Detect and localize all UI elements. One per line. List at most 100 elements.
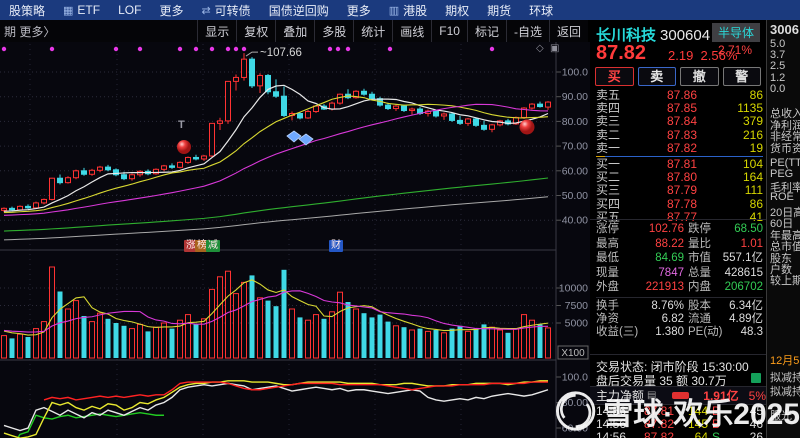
tick-row: 14:56 87.82 145 B 46: [596, 417, 763, 432]
flow-bar: [672, 392, 690, 399]
order-book: 卖五 87.86 86 卖四 87.85 1135 卖三 87.84 379 卖二 87.83 216…: [596, 88, 763, 224]
red-ball-marker-icon: [519, 119, 535, 135]
diamond-marker-icon[interactable]: ◇: [536, 43, 544, 54]
svg-text:90.00: 90.00: [562, 91, 588, 103]
order-book-row[interactable]: 买五 87.77 41: [596, 209, 763, 224]
quote-panel: 长川科技300604R500 半导体 2.71% 87.82 2.19 2.56…: [590, 20, 766, 438]
after-hours-icon: [751, 373, 761, 383]
tick-list: 14:56 87.81 144 B 45 14:56 87.82 145 B 46 14:56 87.…: [596, 404, 763, 438]
menu-icon: ▥: [388, 4, 400, 17]
order-book-row[interactable]: 卖三 87.84 379: [596, 114, 763, 129]
menu-item-LOF[interactable]: LOF: [118, 3, 142, 17]
toolbar-button-统计[interactable]: 统计: [353, 20, 392, 42]
toolbar-button-F10[interactable]: F10: [431, 20, 467, 42]
side-column-row: 总收入: [770, 108, 800, 120]
menu-item-期货[interactable]: 期货: [487, 3, 512, 18]
svg-text:80.00: 80.00: [562, 397, 588, 409]
chart-toolbar: 期 更多〉 显示 复权 叠加 多股 统计 画线 F10 标记 -自选 返回: [0, 20, 588, 43]
svg-text:60.00: 60.00: [562, 423, 588, 435]
last-price: 87.82: [596, 42, 647, 64]
svg-text:X100: X100: [561, 348, 585, 359]
trade-button-买[interactable]: 买: [595, 67, 634, 86]
price-change: 2.19: [668, 48, 694, 63]
order-book-row[interactable]: 卖二 87.83 216: [596, 127, 763, 142]
menu-item-国债逆回购[interactable]: 国债逆回购: [268, 3, 329, 18]
menu-item-可转债[interactable]: ⇄ 可转债: [201, 3, 251, 18]
toolbar-button--自选[interactable]: -自选: [505, 20, 549, 42]
trade-button-卖[interactable]: 卖: [637, 67, 676, 86]
svg-text:80.00: 80.00: [562, 116, 588, 128]
svg-text:50.00: 50.00: [562, 190, 588, 202]
side-column-row: 户数: [770, 264, 792, 276]
toolbar-button-画线[interactable]: 画线: [392, 20, 431, 42]
stock-name[interactable]: 长川科技: [596, 27, 657, 44]
side-column-row: 拟减持: [770, 372, 800, 384]
window-icon[interactable]: ▣: [550, 43, 560, 54]
order-book-divider: [596, 155, 763, 158]
stats-grid: 涨停 102.76 跌停 68.50 最高 88.22 量比 1.01 最低 84.69 市值 557…: [596, 222, 763, 339]
svg-text:40.00: 40.00: [562, 215, 588, 227]
after-hours-volume: 盘后交易量 35 额 30.7万: [596, 372, 763, 389]
toolbar-button-多股[interactable]: 多股: [314, 20, 353, 42]
side-column-row: 3006: [770, 22, 799, 37]
menu-item-期权[interactable]: 期权: [445, 3, 470, 18]
order-book-row[interactable]: 买三 87.79 111: [596, 183, 763, 198]
svg-text:7500: 7500: [565, 300, 589, 312]
order-book-row[interactable]: 买一 87.81 104: [596, 156, 763, 171]
menu-item-ETF[interactable]: ▦ ETF: [63, 3, 101, 17]
order-book-row[interactable]: 买四 87.78 86: [596, 196, 763, 211]
menu-item-环球[interactable]: 环球: [529, 3, 554, 18]
order-book-row[interactable]: 卖五 87.86 86: [596, 88, 763, 102]
side-column-row: 年最高: [770, 230, 800, 242]
menu-icon: ⇄: [201, 4, 211, 17]
trade-button-撤[interactable]: 撤: [680, 67, 719, 86]
order-book-row[interactable]: 卖一 87.82 19: [596, 140, 763, 155]
menu-item-港股[interactable]: ▥ 港股: [388, 3, 428, 18]
stats-row: 净资 6.82 流通 4.89亿: [596, 312, 763, 325]
order-book-row[interactable]: 买二 87.80 164: [596, 170, 763, 185]
toolbar-button-标记[interactable]: 标记: [466, 20, 506, 42]
side-column-row: 较上期: [770, 275, 800, 287]
side-column-row: 1.2: [770, 72, 786, 84]
toolbar-button-显示[interactable]: 显示: [197, 20, 236, 42]
toolbar-button-叠加[interactable]: 叠加: [275, 20, 314, 42]
side-column-row: 毛利率: [770, 182, 800, 194]
svg-text:100.0: 100.0: [562, 372, 588, 384]
main-flow-label: 主力净额: [596, 389, 645, 403]
side-column-row: PEG: [770, 168, 794, 180]
stock-code: 300604: [660, 27, 711, 44]
side-column-row: 净利润: [770, 120, 800, 132]
mini-bar-icon: ▤: [647, 390, 657, 401]
side-column-row: 5.0: [770, 38, 786, 50]
kline-chart[interactable]: 100.0 90.00 80.00 70.00 60.00 50.00 40.00 10000…: [0, 42, 590, 438]
toolbar-button-复权[interactable]: 复权: [236, 20, 275, 42]
period-selector[interactable]: 期 更多〉: [4, 24, 56, 39]
side-column-row: 服光: [770, 410, 792, 422]
trade-button-警[interactable]: 警: [722, 67, 761, 86]
stats-row: 外盘 221913 内盘 206702: [596, 281, 763, 294]
trading-status: 交易状态: 闭市阶段 15:30:00: [596, 360, 749, 374]
menu-item-股策略[interactable]: 股策略: [9, 3, 46, 18]
svg-text:60.00: 60.00: [562, 165, 588, 177]
side-column-row: 拟减持: [770, 386, 800, 398]
sector-change: 2.71%: [718, 43, 753, 57]
side-column-row: 总市值: [770, 241, 800, 253]
main-flow-row[interactable]: 主力净额 ▤ 1.91亿 5%: [590, 386, 766, 405]
side-column-row: 3.7: [770, 49, 786, 61]
menu-item-更多[interactable]: 更多: [346, 3, 371, 18]
stats-row: 收益(三) 1.380 PE(动) 48.3: [596, 325, 763, 338]
main-flow-value: 1.91亿: [703, 389, 739, 403]
stats-row: 换手 8.76% 股本 6.34亿: [596, 299, 763, 312]
side-column-row: 货币资: [770, 143, 800, 155]
toolbar-button-返回[interactable]: 返回: [548, 20, 588, 42]
menu-item-更多[interactable]: 更多: [159, 3, 184, 18]
stats-row: 现量 7847 总量 428615: [596, 266, 763, 279]
stats-row: 最高 88.22 量比 1.01: [596, 237, 763, 250]
sector-badge[interactable]: 半导体: [712, 23, 761, 42]
top-menubar: 股策略 ▦ ETF LOF 更多 ⇄ 可转债 国债逆回购 更多 ▥ 港股 期权 期货 环球: [0, 0, 800, 20]
side-column-row: 2.5: [770, 60, 786, 72]
main-flow-pct: 5%: [748, 388, 766, 403]
stats-row: 涨停 102.76 跌停 68.50: [596, 223, 763, 235]
side-column-row: PE(TT: [770, 157, 800, 169]
order-book-row[interactable]: 卖四 87.85 1135: [596, 101, 763, 116]
